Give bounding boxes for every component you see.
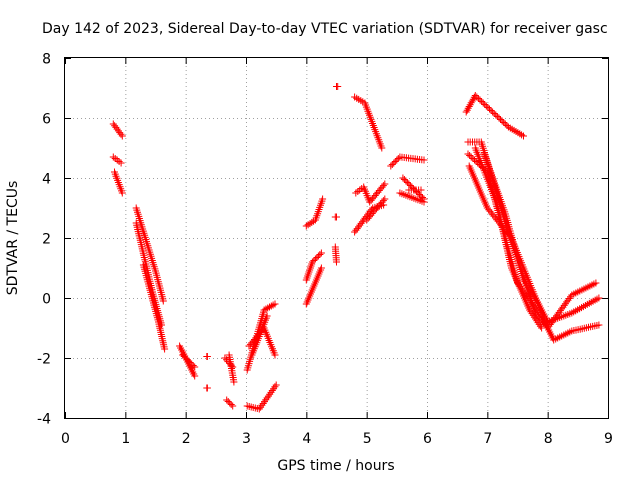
data-series-arc-6 [139, 261, 169, 353]
x-axis-label: GPS time / hours [277, 458, 394, 474]
data-series-arc-22 [331, 243, 340, 266]
axis-ticks [65, 58, 609, 419]
data-series-arc-28 [387, 153, 428, 170]
data-series-arc-8 [179, 351, 199, 371]
data-series-arc-12 [223, 396, 237, 410]
data-series-arc-9 [203, 353, 211, 360]
x-tick-label: 0 [61, 431, 70, 447]
data-series-arc-35 [465, 162, 603, 326]
y-tick-label: -4 [37, 412, 51, 428]
y-axis-label: SDTVAR / TECUs [5, 181, 21, 296]
y-tick-label: -2 [37, 352, 51, 368]
x-tick-label: 9 [604, 431, 613, 447]
data-series-arc-13 [225, 351, 238, 386]
data-series-arc-36 [471, 144, 546, 332]
data-series-arc-3 [111, 168, 126, 197]
data-series-arc-10 [203, 384, 211, 392]
data-series-arc-24 [351, 93, 386, 152]
data-series-arc-4 [132, 204, 167, 305]
x-tick-label: 7 [483, 431, 492, 447]
data-series-arc-17 [248, 312, 271, 359]
y-tick-label: 0 [42, 292, 51, 308]
y-tick-label: 4 [42, 172, 51, 188]
data-series-arc-1 [109, 120, 126, 140]
data-series-arc-21 [331, 213, 340, 221]
data-series-arc-19 [302, 249, 325, 284]
data-series-arc-26 [352, 180, 389, 206]
x-tick-labels: 0 1 2 3 4 5 6 7 8 9 [61, 431, 613, 447]
data-series-arc-20 [302, 264, 325, 308]
x-tick-label: 1 [121, 431, 130, 447]
data-points [109, 83, 603, 413]
data-series-arc-2 [109, 153, 125, 167]
y-tick-label: 8 [42, 52, 51, 68]
data-series-arc-31 [405, 186, 425, 194]
data-series-arc-32 [462, 92, 527, 140]
x-tick-label: 2 [182, 431, 191, 447]
x-tick-label: 5 [363, 431, 372, 447]
data-series-arc-14 [243, 381, 280, 413]
data-series-arc-37 [480, 150, 543, 308]
x-tick-label: 3 [242, 431, 251, 447]
chart-title: Day 142 of 2023, Sidereal Day-to-day VTE… [42, 21, 608, 37]
data-series-arc-27 [363, 195, 389, 224]
x-tick-label: 8 [544, 431, 553, 447]
x-tick-label: 4 [302, 431, 311, 447]
y-tick-labels: -4 -2 0 2 4 6 8 [37, 52, 51, 428]
y-tick-label: 6 [42, 112, 51, 128]
data-series-arc-5 [132, 219, 165, 329]
data-series-arc-18 [302, 195, 327, 230]
x-tick-label: 6 [423, 431, 432, 447]
data-series-arc-23 [333, 83, 342, 90]
grid-lines [65, 58, 608, 418]
y-tick-label: 2 [42, 232, 51, 248]
data-series-arc-29 [396, 189, 428, 206]
plot-frame [64, 57, 609, 419]
